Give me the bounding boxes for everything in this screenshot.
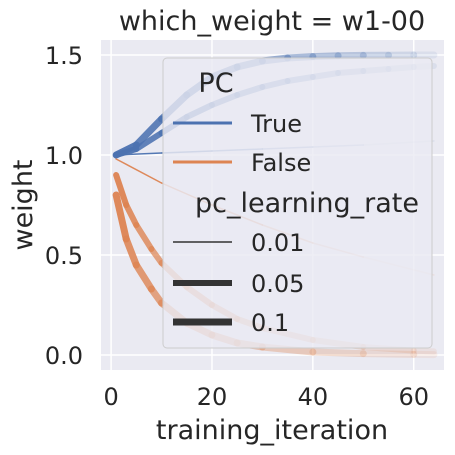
y-tick-label: 1.0: [45, 142, 83, 170]
series-segment: [132, 115, 166, 149]
tick-labels: 0 20 40 60 0.0 0.5 1.0 1.5: [45, 42, 429, 411]
legend-size-title: pc_learning_rate: [195, 188, 419, 219]
series-segment: [132, 261, 155, 293]
series-segment: [115, 152, 163, 156]
series-segment: [309, 52, 342, 61]
legend-label-lr-005: 0.05: [251, 270, 304, 298]
y-tick-label: 1.5: [45, 42, 83, 70]
series-segment: [113, 172, 130, 208]
series-segment: [122, 235, 140, 269]
series-segment: [113, 146, 140, 158]
y-axis-label: weight: [8, 159, 39, 250]
x-tick-label: 40: [298, 383, 329, 411]
series-segment: [309, 348, 367, 358]
legend-box: [162, 57, 433, 349]
legend-label-lr-001: 0.01: [251, 229, 304, 257]
series-segment: [133, 130, 165, 152]
x-axis-label: training_iteration: [156, 415, 388, 446]
chart-title: which_weight = w1-00: [119, 6, 425, 37]
series-segment: [410, 347, 437, 355]
legend-label-true: True: [250, 110, 302, 138]
x-tick-label: 20: [197, 383, 228, 411]
legend-label-false: False: [251, 149, 311, 177]
series-segment: [359, 350, 418, 358]
series-segment: [112, 191, 130, 243]
series-segment: [133, 222, 155, 252]
legend-label-lr-01: 0.1: [251, 309, 289, 337]
legend: PC True False pc_learning_rate 0.01 0.05…: [162, 57, 433, 349]
y-tick-label: 0.5: [45, 242, 83, 270]
legend-hue-title: PC: [198, 68, 233, 99]
y-tick-label: 0.0: [45, 342, 83, 370]
x-tick-label: 0: [103, 383, 118, 411]
x-tick-label: 60: [398, 383, 429, 411]
series-segment: [115, 158, 163, 184]
series-segment: [123, 202, 140, 228]
